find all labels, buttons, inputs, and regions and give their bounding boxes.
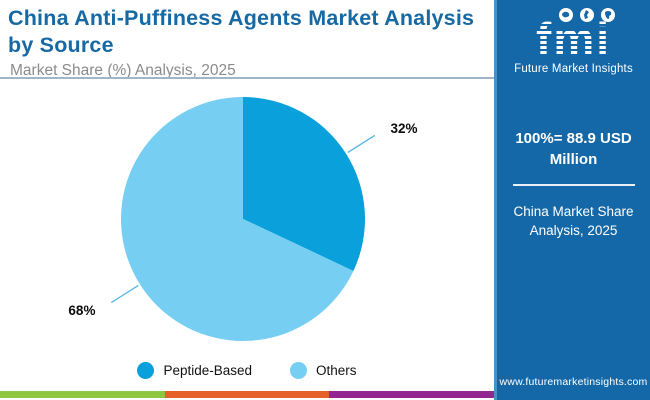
market-size-stat: 100%= 88.9 USD Million [515, 129, 632, 168]
bottom-accent-bar [0, 391, 495, 398]
pie-slice-peptide-based [243, 97, 365, 271]
header: China Anti-Puffiness Agents Market Analy… [8, 5, 488, 80]
fmi-logo: fmi Future Market Insights [514, 8, 633, 76]
globe-icon [600, 8, 615, 22]
panel-caption: China Market Share Analysis, 2025 [513, 203, 634, 238]
accent-bar-segment [329, 391, 495, 398]
page-title: China Anti-Puffiness Agents Market Analy… [8, 6, 475, 57]
panel-divider [512, 183, 635, 186]
page-subtitle: Market Share (%) Analysis, 2025 [10, 62, 236, 79]
legend-label: Others [316, 363, 357, 378]
pie-data-label: 68% [68, 303, 95, 318]
pie-data-label: 32% [391, 121, 418, 136]
website-url: www.futuremarketinsights.com [499, 376, 648, 388]
accent-bar-segment [0, 391, 165, 398]
accent-bar-segment [164, 391, 330, 398]
legend-label: Peptide-Based [163, 363, 253, 378]
legend-swatch [137, 362, 155, 379]
logo-tagline: Future Market Insights [514, 63, 633, 75]
legend-item-peptide-based: Peptide-Based [137, 362, 252, 379]
sidebar: fmi Future Market Insights 100%= 88.9 US… [494, 0, 650, 400]
legend-swatch [290, 362, 308, 379]
chart-legend: Peptide-Based Others [0, 362, 494, 379]
globe-icon [579, 8, 594, 22]
logo-wordmark: fmi [514, 16, 633, 62]
leader-line [110, 284, 139, 304]
globe-icon [558, 8, 573, 22]
pie-chart: 32% 68% [68, 97, 418, 342]
header-divider [0, 77, 494, 79]
leader-line [347, 134, 376, 154]
pie-slice-others [120, 97, 354, 342]
logo-globe-icons [540, 8, 633, 22]
legend-item-others: Others [290, 362, 357, 379]
